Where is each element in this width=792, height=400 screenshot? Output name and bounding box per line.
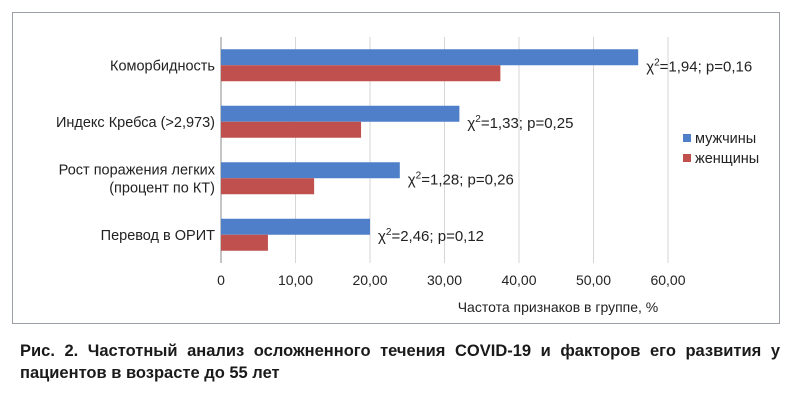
x-tick-label: 10,00 (278, 272, 313, 288)
x-tick-label: 60,00 (650, 272, 685, 288)
bar-женщины (221, 121, 362, 138)
category-label: Рост поражения легких (59, 162, 216, 178)
category-label: Коморбидность (110, 58, 215, 74)
bar-женщины (221, 234, 268, 251)
category-label: Индекс Кребса (>2,973) (56, 115, 215, 131)
legend-swatch (683, 134, 691, 142)
legend-swatch (683, 154, 691, 162)
chart-frame: 0 10,00 20,00 30,00 40,00 50,00 60,00 Коморбидн… (12, 12, 780, 324)
x-tick-label: 40,00 (501, 272, 536, 288)
stat-annotation: χ2=1,33; p=0,25 (467, 114, 573, 132)
chart-area: 0 10,00 20,00 30,00 40,00 50,00 60,00 Коморбидн… (56, 37, 759, 315)
x-tick-label: 30,00 (427, 272, 462, 288)
x-tick-label: 50,00 (576, 272, 611, 288)
legend-label: мужчины (695, 131, 756, 147)
stat-annotation: χ2=1,94; p=0,16 (646, 57, 752, 75)
stat-annotation: χ2=2,46; p=0,12 (378, 227, 484, 245)
stat-annotation: χ2=1,28; p=0,26 (408, 170, 514, 188)
legend-label: женщины (695, 151, 759, 167)
x-axis-title: Частота признаков в группе, % (458, 299, 659, 315)
bar-мужчины (221, 162, 400, 179)
x-tick-label: 20,00 (352, 272, 387, 288)
bar-мужчины (221, 105, 460, 122)
bar-мужчины (221, 49, 639, 66)
category-label: (процент по КТ) (109, 180, 215, 196)
figure-caption: Рис. 2. Частотный анализ осложненного те… (20, 342, 780, 382)
x-tick-label: 0 (217, 272, 225, 288)
bar-женщины (221, 178, 315, 195)
category-label: Перевод в ОРИТ (101, 228, 215, 244)
bar-женщины (221, 65, 501, 82)
bar-мужчины (221, 218, 370, 235)
